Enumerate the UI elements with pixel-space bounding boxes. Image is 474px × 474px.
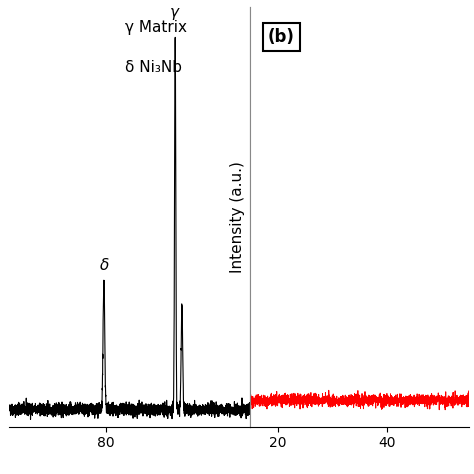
Text: δ Ni₃Nb: δ Ni₃Nb — [125, 60, 182, 74]
Y-axis label: Intensity (a.u.): Intensity (a.u.) — [230, 161, 245, 273]
Text: $\gamma$: $\gamma$ — [169, 6, 181, 22]
Text: γ Matrix: γ Matrix — [125, 20, 187, 35]
Text: $\delta$: $\delta$ — [99, 257, 109, 273]
Text: (b): (b) — [268, 28, 295, 46]
